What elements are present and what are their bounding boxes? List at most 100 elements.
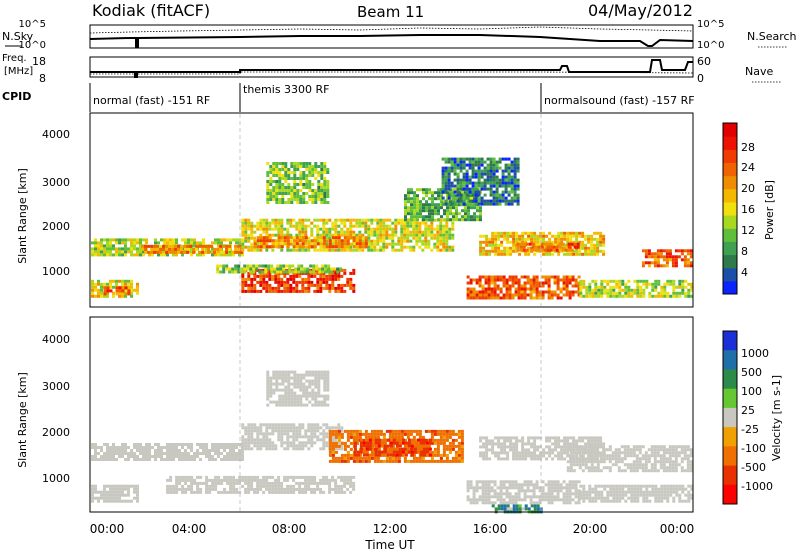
heatmap-cell bbox=[400, 249, 403, 252]
heatmap-cell bbox=[476, 218, 479, 221]
heatmap-cell bbox=[524, 282, 527, 285]
heatmap-cell bbox=[271, 441, 274, 444]
heatmap-cell bbox=[352, 269, 355, 272]
heatmap-cell bbox=[491, 294, 494, 297]
heatmap-cell bbox=[311, 245, 314, 248]
heatmap-cell bbox=[287, 192, 290, 195]
heatmap-cell bbox=[568, 243, 571, 246]
heatmap-cell bbox=[414, 442, 417, 445]
heatmap-cell bbox=[299, 386, 302, 389]
heatmap-cell bbox=[494, 291, 497, 294]
heatmap-cell bbox=[497, 253, 500, 256]
heatmap-cell bbox=[518, 291, 521, 294]
heatmap-cell bbox=[473, 297, 476, 300]
heatmap-cell bbox=[305, 201, 308, 204]
heatmap-cell bbox=[490, 182, 493, 185]
station-title: Kodiak (fitACF) bbox=[92, 1, 210, 20]
heatmap-cell bbox=[448, 179, 451, 182]
heatmap-cell bbox=[506, 279, 509, 282]
heatmap-cell bbox=[475, 182, 478, 185]
heatmap-cell bbox=[335, 457, 338, 460]
heatmap-cell bbox=[201, 248, 204, 251]
heatmap-cell bbox=[296, 192, 299, 195]
heatmap-cell bbox=[307, 219, 310, 222]
heatmap-cell bbox=[445, 182, 448, 185]
heatmap-cell bbox=[569, 483, 572, 486]
heatmap-cell bbox=[460, 200, 463, 203]
heatmap-cell bbox=[281, 183, 284, 186]
heatmap-cell bbox=[591, 289, 594, 292]
heatmap-cell bbox=[442, 158, 445, 161]
heatmap-cell bbox=[684, 286, 687, 289]
heatmap-cell bbox=[166, 485, 169, 488]
heatmap-cell bbox=[490, 164, 493, 167]
heatmap-cell bbox=[405, 451, 408, 454]
heatmap-cell bbox=[91, 491, 94, 494]
heatmap-cell bbox=[509, 279, 512, 282]
heatmap-cell bbox=[295, 222, 298, 225]
heatmap-cell bbox=[479, 276, 482, 279]
heatmap-cell bbox=[654, 286, 657, 289]
nsky-tick-high: 10^5 bbox=[19, 19, 46, 30]
heatmap-cell bbox=[192, 251, 195, 254]
heatmap-cell bbox=[277, 290, 280, 293]
heatmap-cell bbox=[353, 436, 356, 439]
heatmap-cell bbox=[481, 203, 484, 206]
heatmap-cell bbox=[503, 483, 506, 486]
heatmap-cell bbox=[470, 218, 473, 221]
heatmap-cell bbox=[533, 291, 536, 294]
heatmap-cell bbox=[244, 482, 247, 485]
heatmap-cell bbox=[475, 158, 478, 161]
heatmap-cell bbox=[223, 455, 226, 458]
heatmap-cell bbox=[472, 191, 475, 194]
heatmap-cell bbox=[376, 231, 379, 234]
heatmap-cell bbox=[94, 455, 97, 458]
heatmap-cell bbox=[244, 284, 247, 287]
heatmap-cell bbox=[201, 245, 204, 248]
heatmap-cell bbox=[262, 287, 265, 290]
heatmap-cell bbox=[299, 245, 302, 248]
heatmap-cell bbox=[223, 488, 226, 491]
heatmap-cell bbox=[384, 448, 387, 451]
heatmap-cell bbox=[478, 161, 481, 164]
heatmap-cell bbox=[439, 222, 442, 225]
heatmap-cell bbox=[482, 492, 485, 495]
heatmap-cell bbox=[599, 244, 602, 247]
heatmap-cell bbox=[497, 232, 500, 235]
heatmap-cell bbox=[299, 398, 302, 401]
heatmap-cell bbox=[509, 276, 512, 279]
heatmap-cell bbox=[397, 237, 400, 240]
heatmap-cell bbox=[443, 451, 446, 454]
heatmap-cell bbox=[521, 486, 524, 489]
heatmap-cell bbox=[338, 245, 341, 248]
heatmap-cell bbox=[506, 250, 509, 253]
heatmap-cell bbox=[374, 430, 377, 433]
heatmap-cell bbox=[402, 448, 405, 451]
heatmap-cell bbox=[118, 449, 121, 452]
heatmap-cell bbox=[515, 439, 518, 442]
heatmap-cell bbox=[565, 246, 568, 249]
heatmap-cell bbox=[431, 203, 434, 206]
heatmap-cell bbox=[642, 289, 645, 292]
heatmap-cell bbox=[265, 429, 268, 432]
heatmap-cell bbox=[181, 458, 184, 461]
heatmap-cell bbox=[563, 279, 566, 282]
heatmap-cell bbox=[97, 253, 100, 256]
heatmap-cell bbox=[344, 236, 347, 239]
heatmap-cell bbox=[416, 457, 419, 460]
heatmap-cell bbox=[520, 243, 523, 246]
heatmap-cell bbox=[412, 225, 415, 228]
heatmap-cell bbox=[482, 451, 485, 454]
heatmap-cell bbox=[278, 383, 281, 386]
heatmap-cell bbox=[506, 495, 509, 498]
heatmap-cell bbox=[214, 446, 217, 449]
heatmap-cell bbox=[497, 442, 500, 445]
heatmap-cell bbox=[340, 275, 343, 278]
heatmap-cell bbox=[536, 276, 539, 279]
heatmap-cell bbox=[293, 395, 296, 398]
heatmap-cell bbox=[547, 246, 550, 249]
heatmap-cell bbox=[293, 383, 296, 386]
heatmap-cell bbox=[349, 281, 352, 284]
heatmap-cell bbox=[275, 374, 278, 377]
heatmap-cell bbox=[478, 203, 481, 206]
